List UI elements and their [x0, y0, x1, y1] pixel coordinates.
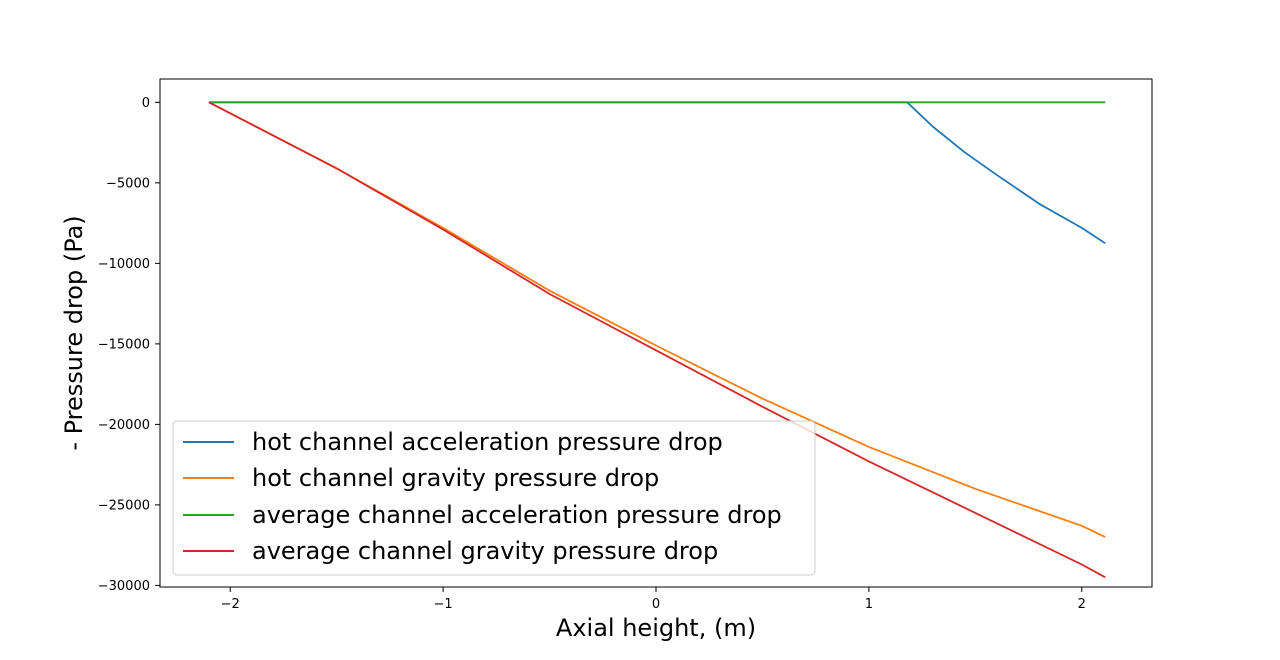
- y-tick-label: −5000: [106, 176, 150, 191]
- legend-label: average channel acceleration pressure dr…: [252, 501, 782, 529]
- x-axis-ticks: −2 −1 0 1 2: [221, 587, 1086, 612]
- legend-label: average channel gravity pressure drop: [252, 537, 718, 565]
- y-tick-label: −15000: [98, 337, 150, 352]
- y-tick-label: −10000: [98, 257, 150, 272]
- y-tick-label: −25000: [98, 498, 150, 513]
- legend-label: hot channel gravity pressure drop: [252, 464, 659, 492]
- series-line-4: [208, 101, 1106, 579]
- x-tick-label: 0: [652, 597, 660, 612]
- x-tick-label: 2: [1078, 597, 1086, 612]
- x-tick-label: 1: [865, 597, 873, 612]
- y-axis-title: - Pressure drop (Pa): [60, 215, 88, 450]
- x-axis-title: Axial height, (m): [556, 614, 756, 642]
- legend: hot channel acceleration pressure drop ho…: [172, 420, 816, 576]
- legend-box: [172, 420, 816, 576]
- y-tick-label: −30000: [98, 579, 150, 594]
- legend-label: hot channel acceleration pressure drop: [252, 428, 723, 456]
- x-tick-label: −1: [434, 597, 453, 612]
- series-layer: [208, 101, 1106, 579]
- y-axis-ticks: 0 −5000 −10000 −15000 −20000 −25000 −30000: [98, 96, 160, 594]
- y-tick-label: 0: [142, 96, 150, 111]
- y-tick-label: −20000: [98, 418, 150, 433]
- legend-entries: hot channel acceleration pressure drop ho…: [183, 428, 782, 565]
- x-tick-label: −2: [221, 597, 240, 612]
